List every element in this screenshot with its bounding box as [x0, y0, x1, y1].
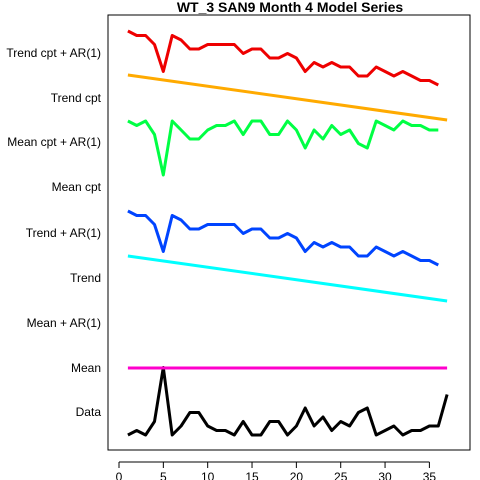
x-tick-label: 30 — [378, 470, 392, 480]
series-line-data — [127, 366, 449, 437]
x-tick-label: 35 — [423, 470, 437, 480]
x-axis: 0 5 10 15 20 25 30 35 — [116, 461, 437, 480]
series-lines — [127, 29, 449, 437]
series-line-trend — [127, 254, 448, 303]
y-label-mean-cpt: Mean cpt — [52, 180, 102, 194]
x-tick-label: 20 — [290, 470, 304, 480]
x-tick-label: 10 — [201, 470, 215, 480]
y-label-mean: Mean — [71, 361, 101, 375]
plot-frame — [107, 14, 471, 451]
y-label-mean-ar-1: Mean + AR(1) — [27, 316, 101, 330]
x-tick-label: 0 — [116, 470, 123, 480]
chart-title: WT_3 SAN9 Month 4 Model Series — [177, 0, 404, 15]
y-label-trend-ar-1: Trend + AR(1) — [26, 226, 101, 240]
x-tick-label: 25 — [334, 470, 348, 480]
series-line-trend-ar-1 — [127, 209, 439, 267]
y-label-trend-cpt: Trend cpt — [51, 91, 102, 105]
x-tick-label: 5 — [160, 470, 167, 480]
series-line-mean-cpt-ar-1 — [127, 119, 439, 177]
series-line-trend-cpt-ar-1 — [127, 29, 439, 87]
y-label-data: Data — [76, 405, 102, 419]
y-label-trend: Trend — [70, 271, 101, 285]
x-tick-label: 15 — [245, 470, 259, 480]
y-label-mean-cpt-ar-1: Mean cpt + AR(1) — [7, 135, 101, 149]
series-line-trend-cpt — [127, 73, 448, 122]
y-labels: Data Mean Mean + AR(1) Trend Trend + AR(1) Me… — [6, 46, 101, 419]
y-label-trend-cpt-ar-1: Trend cpt + AR(1) — [6, 46, 101, 60]
